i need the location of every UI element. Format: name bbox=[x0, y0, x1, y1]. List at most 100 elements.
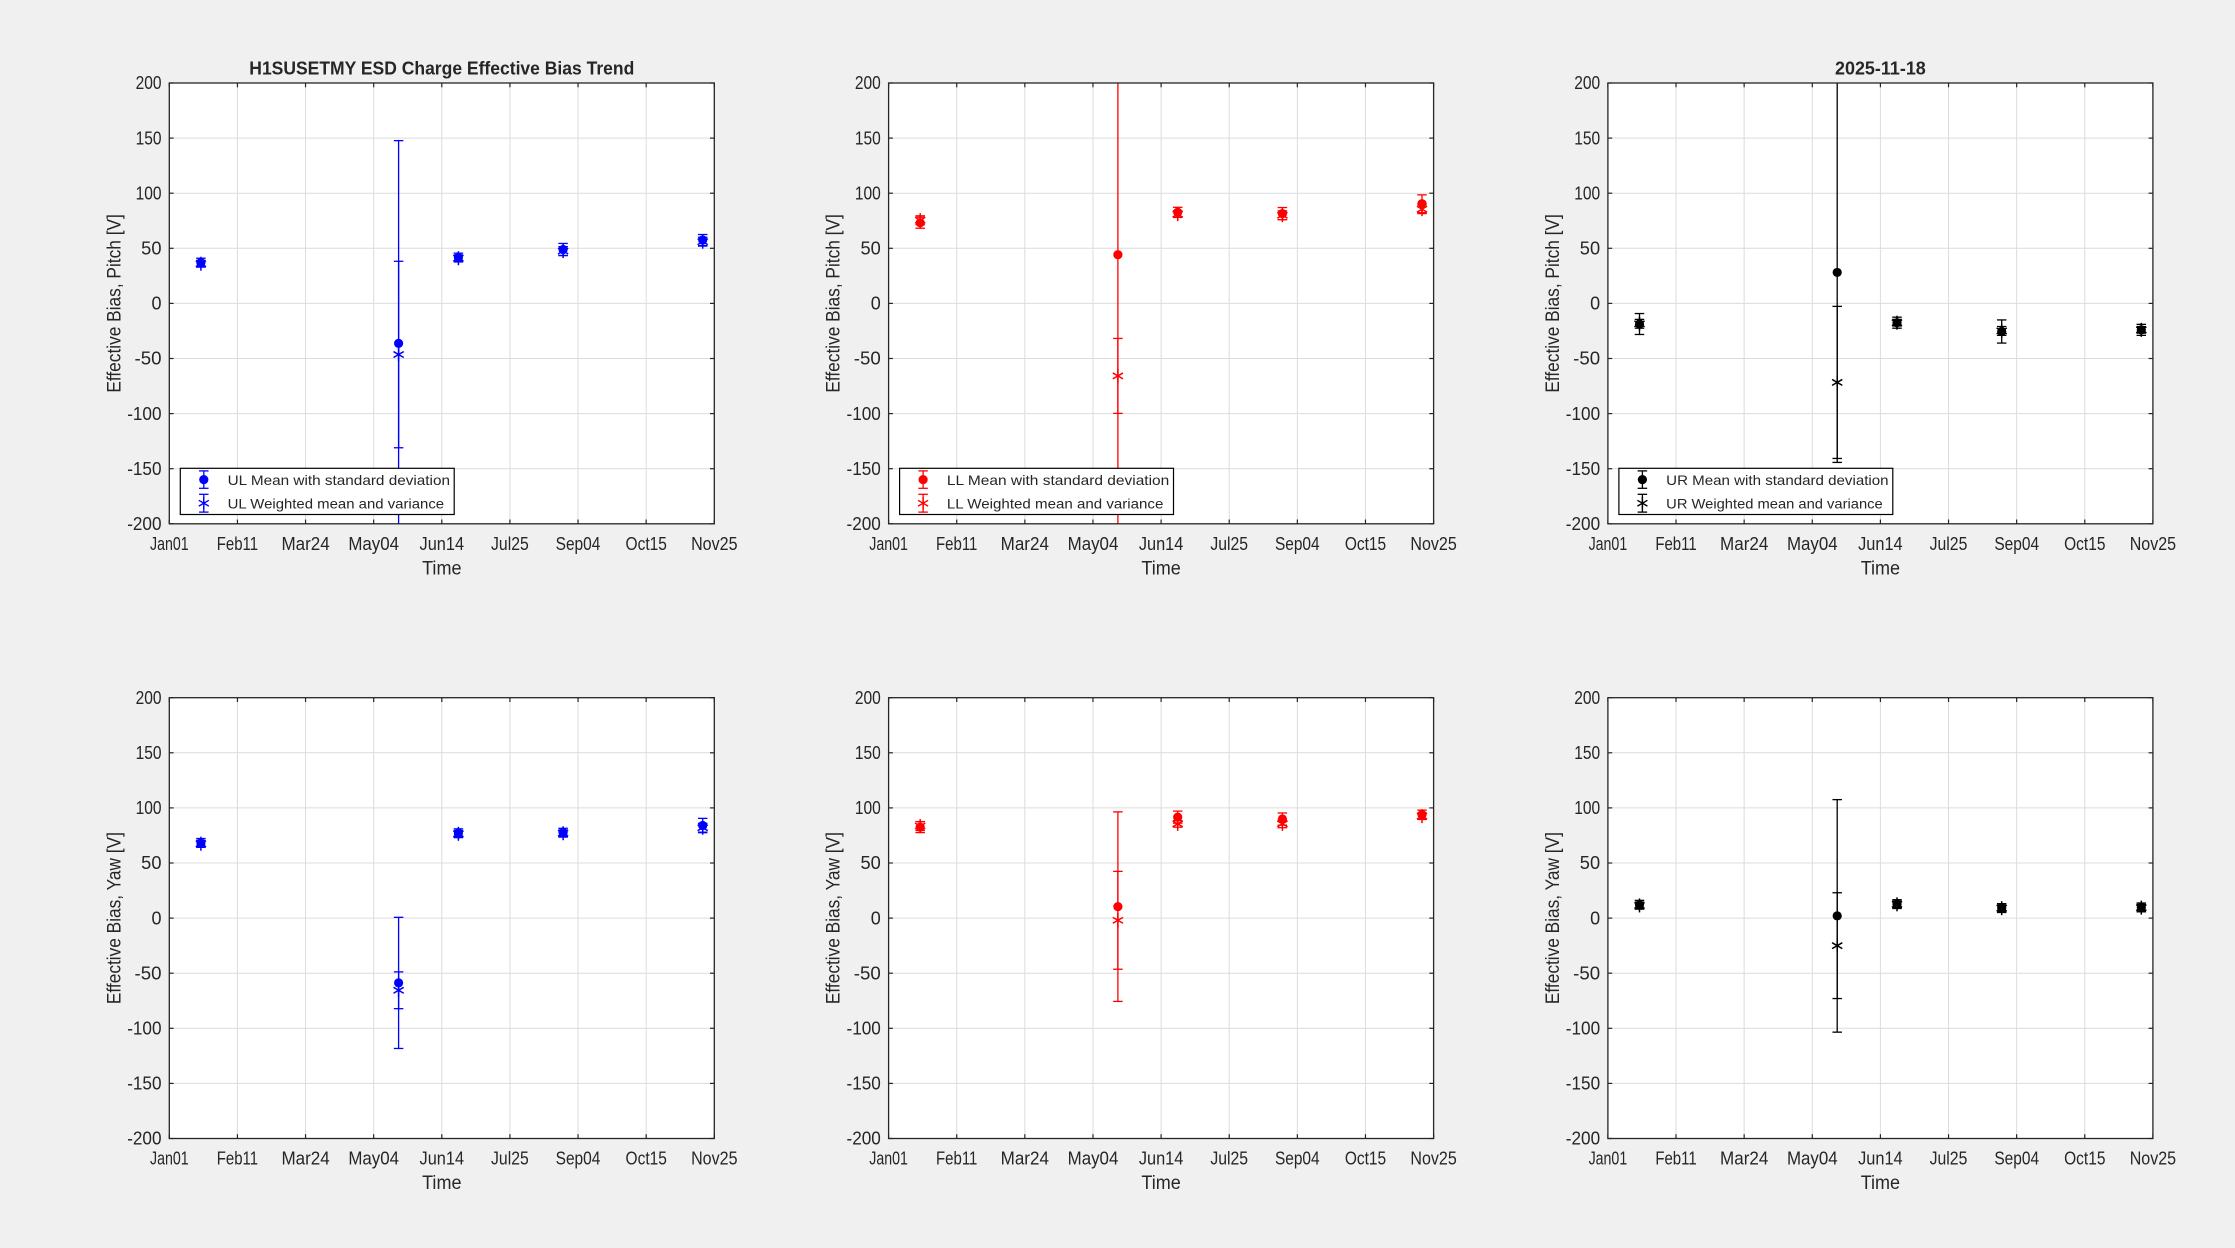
svg-text:200: 200 bbox=[136, 73, 162, 93]
svg-text:150: 150 bbox=[136, 128, 162, 148]
svg-text:100: 100 bbox=[1574, 798, 1600, 818]
svg-text:-200: -200 bbox=[1566, 1129, 1600, 1149]
svg-text:May04: May04 bbox=[348, 534, 399, 554]
svg-text:Feb11: Feb11 bbox=[936, 534, 977, 554]
svg-text:Jan01: Jan01 bbox=[150, 534, 189, 554]
svg-text:Mar24: Mar24 bbox=[1001, 1149, 1049, 1169]
svg-text:-50: -50 bbox=[135, 349, 162, 369]
svg-text:Effective Bias, Yaw [V]: Effective Bias, Yaw [V] bbox=[824, 832, 845, 1004]
svg-text:UR Mean with standard deviatio: UR Mean with standard deviation bbox=[1666, 472, 1888, 488]
svg-text:Effective Bias, Pitch [V]: Effective Bias, Pitch [V] bbox=[1543, 214, 1564, 393]
svg-text:-100: -100 bbox=[1566, 404, 1600, 424]
svg-text:Sep04: Sep04 bbox=[556, 534, 601, 554]
svg-text:Jul25: Jul25 bbox=[1930, 1149, 1968, 1169]
svg-text:-50: -50 bbox=[135, 963, 162, 983]
svg-text:May04: May04 bbox=[1787, 1149, 1838, 1169]
svg-text:Sep04: Sep04 bbox=[1275, 534, 1320, 554]
svg-text:Oct15: Oct15 bbox=[2064, 1149, 2105, 1169]
svg-text:Jul25: Jul25 bbox=[1210, 1149, 1248, 1169]
svg-text:-150: -150 bbox=[847, 1074, 881, 1094]
svg-text:Mar24: Mar24 bbox=[281, 1149, 329, 1169]
svg-text:0: 0 bbox=[151, 908, 161, 928]
svg-text:Mar24: Mar24 bbox=[1720, 1149, 1768, 1169]
svg-text:Mar24: Mar24 bbox=[281, 534, 329, 554]
svg-text:-100: -100 bbox=[847, 1019, 881, 1039]
svg-text:-50: -50 bbox=[1573, 963, 1600, 983]
svg-text:Effective Bias, Pitch [V]: Effective Bias, Pitch [V] bbox=[104, 214, 125, 392]
svg-text:Oct15: Oct15 bbox=[626, 534, 667, 554]
svg-text:200: 200 bbox=[855, 73, 881, 93]
svg-text:Jul25: Jul25 bbox=[1210, 534, 1248, 554]
svg-text:-150: -150 bbox=[1566, 459, 1600, 479]
svg-text:Sep04: Sep04 bbox=[1994, 534, 2039, 554]
svg-text:-100: -100 bbox=[1566, 1019, 1600, 1039]
svg-text:Time: Time bbox=[1861, 1173, 1900, 1194]
svg-text:May04: May04 bbox=[1787, 534, 1838, 554]
svg-text:LL Weighted mean and variance: LL Weighted mean and variance bbox=[947, 495, 1164, 511]
svg-text:Nov25: Nov25 bbox=[1410, 534, 1456, 554]
svg-text:-150: -150 bbox=[847, 459, 881, 479]
svg-text:100: 100 bbox=[136, 183, 162, 203]
svg-text:Effective Bias, Pitch [V]: Effective Bias, Pitch [V] bbox=[824, 214, 845, 393]
svg-text:Time: Time bbox=[1861, 558, 1900, 579]
svg-text:Jun14: Jun14 bbox=[1858, 1149, 1903, 1169]
svg-text:-150: -150 bbox=[1566, 1074, 1600, 1094]
svg-text:50: 50 bbox=[141, 853, 161, 873]
svg-text:Nov25: Nov25 bbox=[691, 1149, 737, 1169]
svg-text:May04: May04 bbox=[1068, 534, 1119, 554]
svg-text:Jan01: Jan01 bbox=[869, 1149, 908, 1169]
svg-text:50: 50 bbox=[861, 239, 881, 259]
svg-text:Jul25: Jul25 bbox=[491, 534, 529, 554]
svg-text:Jun14: Jun14 bbox=[1858, 534, 1903, 554]
svg-text:Jul25: Jul25 bbox=[1930, 534, 1968, 554]
svg-text:Nov25: Nov25 bbox=[691, 534, 737, 554]
svg-text:Jul25: Jul25 bbox=[491, 1149, 529, 1169]
svg-text:0: 0 bbox=[151, 294, 161, 314]
svg-text:May04: May04 bbox=[348, 1149, 399, 1169]
svg-text:Sep04: Sep04 bbox=[556, 1149, 601, 1169]
svg-text:50: 50 bbox=[1580, 853, 1600, 873]
svg-text:-200: -200 bbox=[847, 1129, 881, 1149]
svg-text:100: 100 bbox=[855, 798, 881, 818]
svg-text:Sep04: Sep04 bbox=[1994, 1149, 2039, 1169]
svg-text:Effective Bias, Yaw [V]: Effective Bias, Yaw [V] bbox=[1543, 832, 1564, 1004]
svg-text:-200: -200 bbox=[127, 514, 161, 534]
svg-text:200: 200 bbox=[855, 688, 881, 708]
svg-text:0: 0 bbox=[1590, 294, 1600, 314]
svg-text:Effective Bias, Yaw [V]: Effective Bias, Yaw [V] bbox=[104, 832, 125, 1004]
svg-text:Feb11: Feb11 bbox=[1655, 534, 1696, 554]
svg-text:Time: Time bbox=[1141, 1173, 1180, 1194]
svg-text:May04: May04 bbox=[1068, 1149, 1119, 1169]
svg-text:Oct15: Oct15 bbox=[2064, 534, 2105, 554]
svg-text:-100: -100 bbox=[127, 1019, 161, 1039]
svg-text:-150: -150 bbox=[127, 1074, 161, 1094]
svg-text:UR Weighted mean and variance: UR Weighted mean and variance bbox=[1666, 495, 1883, 511]
svg-text:100: 100 bbox=[855, 183, 881, 203]
svg-text:Time: Time bbox=[422, 1173, 461, 1194]
svg-text:Nov25: Nov25 bbox=[2130, 1149, 2176, 1169]
svg-text:150: 150 bbox=[136, 743, 162, 763]
svg-text:Time: Time bbox=[422, 558, 461, 579]
svg-text:50: 50 bbox=[1580, 239, 1600, 259]
svg-text:Jun14: Jun14 bbox=[1139, 534, 1184, 554]
svg-text:-200: -200 bbox=[847, 514, 881, 534]
svg-text:Nov25: Nov25 bbox=[2130, 534, 2176, 554]
svg-text:Jan01: Jan01 bbox=[1589, 534, 1628, 554]
svg-text:0: 0 bbox=[871, 908, 881, 928]
svg-text:-200: -200 bbox=[1566, 514, 1600, 534]
svg-text:LL Mean with standard deviatio: LL Mean with standard deviation bbox=[947, 472, 1169, 488]
svg-text:0: 0 bbox=[871, 294, 881, 314]
svg-text:-200: -200 bbox=[127, 1129, 161, 1149]
svg-text:Feb11: Feb11 bbox=[1655, 1149, 1696, 1169]
svg-text:100: 100 bbox=[136, 798, 162, 818]
svg-text:Jan01: Jan01 bbox=[150, 1149, 189, 1169]
svg-text:Feb11: Feb11 bbox=[936, 1149, 977, 1169]
svg-text:150: 150 bbox=[855, 743, 881, 763]
svg-text:Nov25: Nov25 bbox=[1410, 1149, 1456, 1169]
svg-text:-50: -50 bbox=[854, 963, 881, 983]
svg-text:200: 200 bbox=[1574, 73, 1600, 93]
svg-text:150: 150 bbox=[855, 128, 881, 148]
svg-text:-50: -50 bbox=[854, 349, 881, 369]
svg-text:150: 150 bbox=[1574, 743, 1600, 763]
svg-text:-100: -100 bbox=[127, 404, 161, 424]
